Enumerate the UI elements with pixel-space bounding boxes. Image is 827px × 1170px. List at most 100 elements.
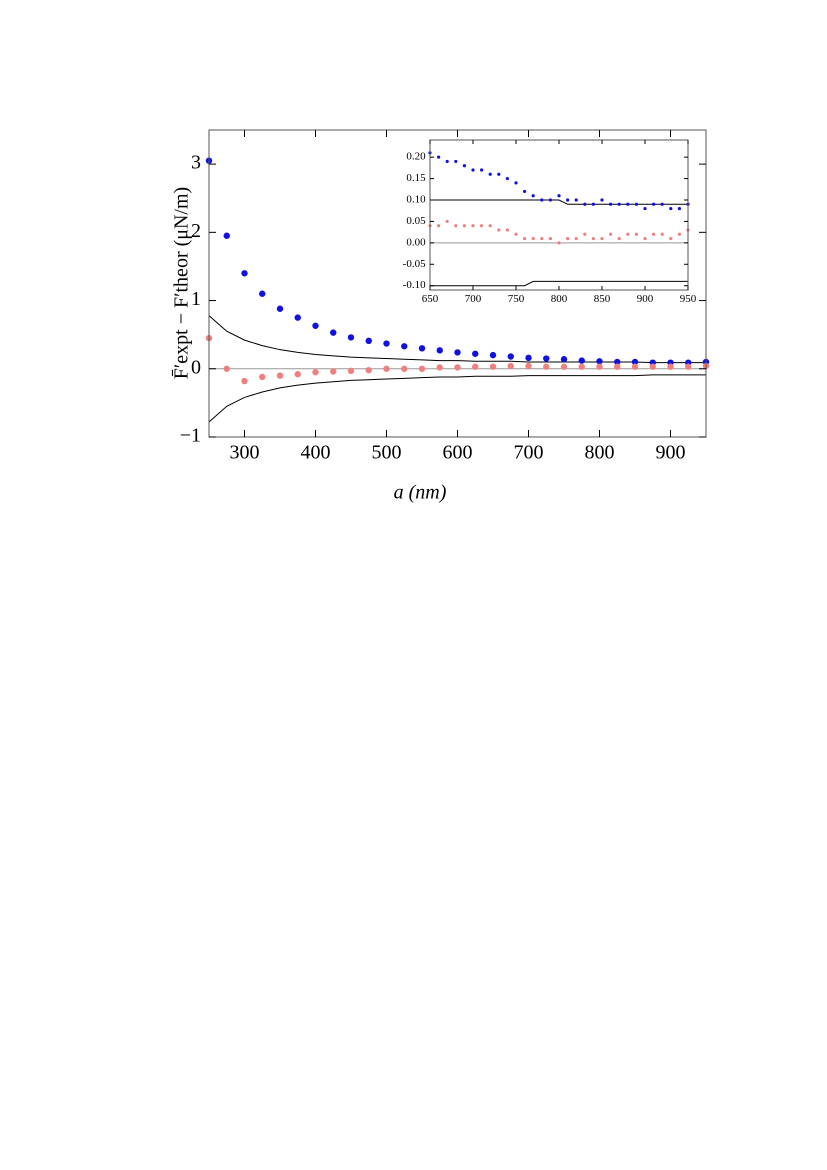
inset-background [430,140,688,290]
data-point [276,372,284,379]
y-tick-label: 0 [191,356,201,378]
data-point [401,365,408,372]
data-point [600,198,604,202]
data-point [617,236,621,241]
data-point [523,236,527,241]
data-point [294,314,301,321]
data-point [472,350,479,357]
y-tick-label: -0.10 [403,279,426,291]
data-point [600,236,604,241]
data-point [223,365,230,372]
x-tick-label: 300 [230,442,260,464]
data-point [330,368,337,375]
envelope-line [430,199,688,205]
x-tick-label: 800 [585,442,615,464]
data-point [462,224,466,228]
data-point [609,202,613,206]
x-tick-label: 900 [637,293,654,305]
data-point [548,198,553,202]
data-point [531,194,535,198]
x-tick-label: 700 [514,442,544,464]
y-tick-label: 0.15 [406,172,426,184]
data-point [480,168,484,172]
x-tick-label: 800 [551,293,568,305]
data-point [312,322,319,329]
data-point [445,159,449,164]
data-point [436,364,443,371]
data-point [514,232,518,236]
data-point [574,198,578,202]
data-point [471,168,475,172]
data-point [591,202,596,206]
data-point [347,367,355,375]
x-tick-label: 500 [372,442,402,464]
x-tick-label: 650 [422,293,439,305]
data-point [543,355,550,362]
data-point [294,371,301,378]
y-tick-label: 3 [191,152,201,174]
data-point [557,241,561,245]
data-point [614,358,621,366]
data-point [347,334,355,341]
data-point [497,228,501,232]
data-point [330,329,337,336]
data-point [523,189,527,194]
data-point [488,224,492,228]
data-point [543,363,550,370]
data-point [643,206,647,211]
x-tick-label: 850 [594,293,611,305]
data-point [223,232,230,239]
data-point [583,232,587,236]
data-point [591,236,596,241]
data-point [566,198,570,202]
data-point [560,363,568,370]
data-point [660,232,664,236]
data-point [480,224,484,228]
data-point [596,363,603,370]
data-point [454,224,458,228]
data-point [677,232,682,236]
data-point [578,357,585,364]
y-tick-label: -0.05 [403,258,426,270]
data-point [557,194,561,198]
y-tick-label: 0.20 [406,151,426,163]
data-point [548,236,553,241]
data-point [507,362,514,370]
envelope-line [208,315,706,364]
y-tick-label: 1 [191,288,201,310]
data-point [437,224,441,228]
data-point [365,366,372,374]
data-point [454,364,461,371]
y-tick-label: 0.05 [406,215,426,227]
data-point [614,363,621,370]
data-point [631,363,639,370]
data-point [677,206,682,211]
data-point [418,365,426,372]
data-point [454,159,458,164]
data-point [489,363,497,370]
data-point [540,198,544,202]
data-point [489,351,497,359]
data-point [365,337,372,345]
data-point [418,345,426,352]
data-point [437,155,441,159]
data-point [634,202,639,206]
data-point [652,202,656,206]
data-point [401,343,408,350]
data-point [472,363,479,370]
data-point [312,368,319,376]
data-point [583,202,587,206]
data-point [488,172,492,176]
data-point [241,377,248,385]
data-point [276,305,284,312]
data-point [531,236,535,241]
data-point [383,340,390,347]
data-point [643,236,647,241]
data-point [259,373,266,381]
data-point [436,347,443,354]
data-point [652,232,656,236]
data-point [566,236,570,241]
data-point [596,358,603,365]
x-tick-label: 950 [680,293,697,305]
